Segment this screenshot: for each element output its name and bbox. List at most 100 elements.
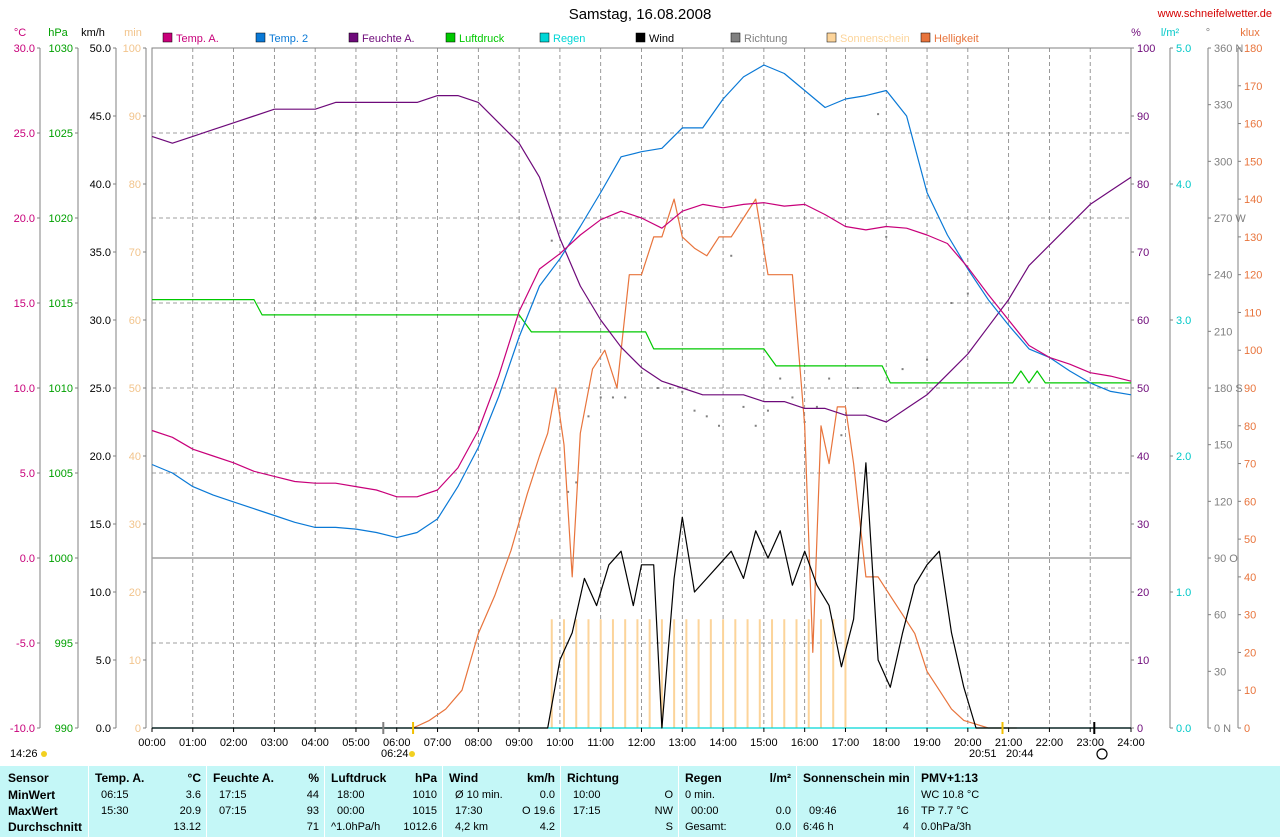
axis-tick-label: 0.0 xyxy=(96,723,111,735)
axis-tick-label: 50 xyxy=(1137,383,1149,395)
stats-value: 0.0hPa/3h xyxy=(921,821,972,833)
axis-tick-label: 110 xyxy=(1244,307,1262,319)
axis-tick-label: 140 xyxy=(1244,194,1262,206)
luftdruck-line xyxy=(152,299,1131,384)
sun-icon xyxy=(409,751,415,757)
axis-tick-label: 35.0 xyxy=(90,247,111,259)
axis-tick-label: 15.0 xyxy=(14,298,35,310)
direction-point xyxy=(669,387,672,389)
moon-icon xyxy=(1096,748,1108,760)
stats-col-feuchte: Feuchte A.% 17:15 44 07:15 93 71 xyxy=(206,766,325,837)
axis-unit: % xyxy=(1131,27,1141,39)
axis-tick-label: 45.0 xyxy=(90,111,111,123)
stats-value: 1012.6 xyxy=(403,821,437,833)
axis-tick-label: 40 xyxy=(1137,451,1149,463)
x-tick-label: 23:00 xyxy=(1076,737,1104,749)
stats-col-sonnenschein: Sonnenschein min 09:46 16 6:46 h 4 xyxy=(796,766,915,837)
axis-tick-label: 0 xyxy=(1137,723,1143,735)
axis-tick-label: 50 xyxy=(1244,534,1256,546)
axis-tick-label: 90 O xyxy=(1214,553,1238,565)
axis-unit: °C xyxy=(14,27,26,39)
direction-point xyxy=(718,424,721,427)
stats-value: 20.9 xyxy=(179,805,201,817)
axis-tick-label: 10.0 xyxy=(90,587,111,599)
stats-header: Regen xyxy=(685,771,722,785)
stats-value: 44 xyxy=(306,789,319,801)
stats-value: NW xyxy=(654,805,673,817)
legend-label: Wind xyxy=(649,33,674,45)
stats-time: 17:15 xyxy=(573,805,601,817)
stats-col-pmv: PMV+1:13 WC 10.8 °C TP 7.7 °C 0.0hPa/3h xyxy=(914,766,1065,837)
sun-markers: 14:26 06:24 20:51 20:44 xyxy=(10,722,1108,760)
axis-tick-label: 10.0 xyxy=(14,383,35,395)
sun-icon xyxy=(41,751,47,757)
axis-tick-label: 330 xyxy=(1214,100,1232,112)
direction-point xyxy=(950,302,953,304)
x-tick-label: 16:00 xyxy=(791,737,819,749)
helligkeit-line xyxy=(412,198,1017,729)
axis-tick-label: 0.0 xyxy=(1176,723,1191,735)
axis-tick-label: 180 xyxy=(1244,43,1262,55)
axis-tick-label: 80 xyxy=(1137,179,1149,191)
sunrise-left-label: 14:26 xyxy=(10,748,38,760)
axis-tick-label: 15.0 xyxy=(90,519,111,531)
axis-tick-label: 10 xyxy=(1137,655,1149,667)
axis-tick-label: 5.0 xyxy=(1176,43,1191,55)
axis-tick-label: 180 S xyxy=(1214,383,1243,395)
stats-col-richtung: Richtung 10:00 O 17:15 NW S xyxy=(560,766,679,837)
stats-time: 00:00 xyxy=(337,805,365,817)
axis-tick-label: 50.0 xyxy=(90,43,111,55)
stats-value: 93 xyxy=(306,805,319,817)
axis-tick-label: 100 xyxy=(1244,345,1262,357)
axis-tick-label: 60 xyxy=(129,315,141,327)
axis-tick-label: 80 xyxy=(1244,421,1256,433)
stats-unit: °C xyxy=(187,771,201,785)
stats-value: 3.6 xyxy=(185,789,201,801)
stats-time: Ø 10 min. xyxy=(455,789,503,801)
x-tick-label: 01:00 xyxy=(179,737,207,749)
axis-tick-label: 60 xyxy=(1137,315,1149,327)
stats-time: 10:00 xyxy=(573,789,601,801)
legend-swatch xyxy=(162,32,173,43)
x-tick-label: 00:00 xyxy=(138,737,166,749)
axis-tick-label: 210 xyxy=(1214,326,1232,338)
stats-time: 15:30 xyxy=(101,805,129,817)
axis-unit: hPa xyxy=(48,27,68,39)
legend-swatch xyxy=(635,32,646,43)
stats-col-temp: Temp. A. °C 06:15 3.6 15:30 20.9 13.12 xyxy=(88,766,207,837)
legend-swatch xyxy=(920,32,931,43)
direction-point xyxy=(575,481,578,484)
stats-trend: ^1.0hPa/h xyxy=(331,821,381,833)
stats-header: Sensor xyxy=(8,771,49,785)
axis-unit: ° xyxy=(1206,27,1210,39)
axis-tick-label: 2.0 xyxy=(1176,451,1191,463)
axis-tick-label: 20 xyxy=(129,587,141,599)
axis-tick-label: 20 xyxy=(1244,647,1256,659)
stats-value: O 19.6 xyxy=(521,805,555,817)
x-tick-label: 18:00 xyxy=(872,737,900,749)
stats-value: 0.0 xyxy=(539,789,555,801)
x-tick-label: 03:00 xyxy=(261,737,289,749)
plot-area xyxy=(151,64,1132,729)
left-axes: °C 30.0 25.0 20.0 15.0 10.0 5.0 0.0 -5.0 -10.0 hPa… xyxy=(10,27,147,735)
axis-tick-label: 70 xyxy=(1244,459,1256,471)
direction-point xyxy=(693,409,696,412)
stats-value: 71 xyxy=(306,821,319,833)
axis-tick-label: 130 xyxy=(1244,232,1262,244)
axis-tick-label: 40 xyxy=(1244,572,1256,584)
axis-tick-label: 1025 xyxy=(49,128,73,140)
axis-tick-label: 120 xyxy=(1214,496,1232,508)
legend-swatch xyxy=(255,32,266,43)
axis-unit: l/m² xyxy=(1161,27,1180,39)
axis-tick-label: 100 xyxy=(123,43,141,55)
stats-col-regen: Regen l/m² 0 min. 00:00 0.0 Gesamt: 0.0 xyxy=(678,766,797,837)
direction-point xyxy=(624,396,627,399)
direction-point xyxy=(599,396,602,399)
stats-col-wind: Wind km/h Ø 10 min. 0.0 17:30 O 19.6 4,2 km… xyxy=(442,766,561,837)
weather-chart: Samstag, 16.08.2008 www.schneifelwetter.… xyxy=(9,6,1272,760)
axis-tick-label: 40 xyxy=(129,451,141,463)
axis-tick-label: 150 xyxy=(1214,440,1232,452)
axis-tick-label: 5.0 xyxy=(96,655,111,667)
direction-point xyxy=(754,424,757,427)
site-url[interactable]: www.schneifelwetter.de xyxy=(1157,8,1272,20)
